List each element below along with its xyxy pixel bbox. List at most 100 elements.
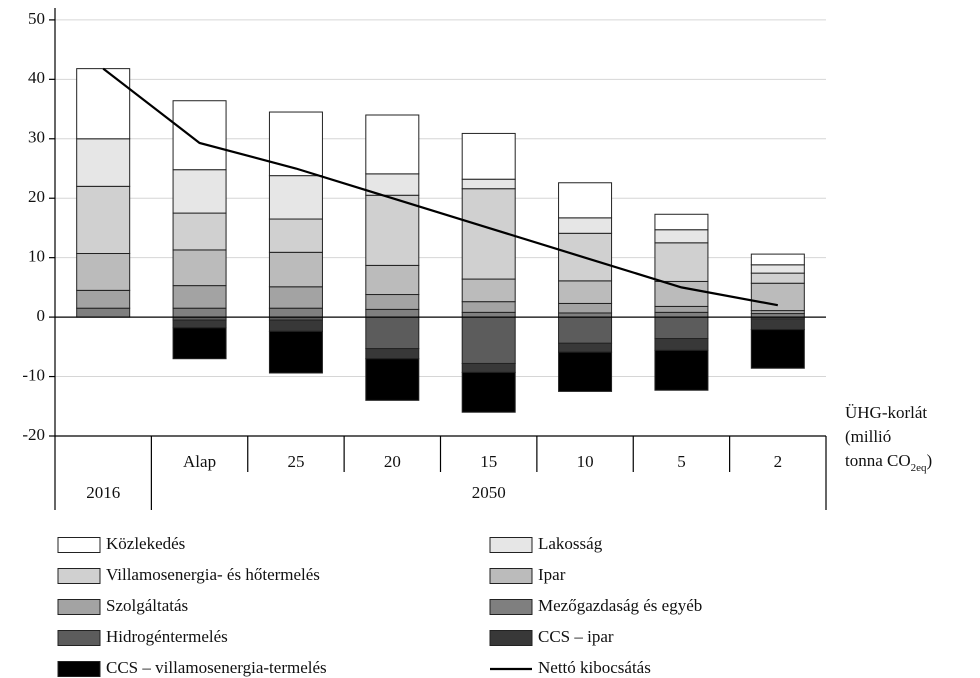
bar-segment — [461, 371, 516, 413]
group-label: 2050 — [472, 483, 506, 502]
bar-segment — [558, 182, 613, 219]
bar-segment — [654, 316, 709, 340]
x-tick-label: 10 — [577, 452, 594, 471]
y-tick-label: 50 — [28, 9, 45, 28]
bar-segment — [365, 194, 420, 266]
x-axis-label-suffix: ) — [927, 451, 933, 470]
bar-segment — [654, 349, 709, 391]
bar-segment — [558, 217, 613, 234]
bar-segment — [172, 285, 227, 309]
y-tick-label: -10 — [22, 365, 45, 384]
x-tick-label: 2 — [774, 452, 783, 471]
bar-segment — [365, 348, 420, 360]
bar-segment — [750, 318, 805, 331]
bar-segment — [461, 132, 516, 180]
x-axis-label: ÜHG-korlát — [845, 403, 927, 422]
bar-segment — [268, 319, 323, 332]
bar-segment — [461, 178, 516, 190]
y-tick-label: 20 — [28, 187, 45, 206]
legend-swatch — [489, 630, 533, 646]
x-axis-label: (millió — [845, 427, 891, 446]
legend-swatch — [57, 537, 101, 553]
legend-swatch — [57, 630, 101, 646]
bar-segment — [750, 253, 805, 266]
bar-segment — [76, 138, 131, 187]
bar-segment — [654, 305, 709, 313]
bar-segment — [172, 212, 227, 251]
bar-segment — [268, 218, 323, 253]
bar-segment — [268, 111, 323, 177]
x-tick-label: 20 — [384, 452, 401, 471]
bar-segment — [172, 100, 227, 171]
x-tick-label: Alap — [183, 452, 216, 471]
bar-segment — [461, 278, 516, 303]
bar-segment — [76, 307, 131, 318]
legend-label: Hidrogéntermelés — [106, 627, 228, 646]
bar-segment — [172, 249, 227, 287]
legend-swatch — [57, 568, 101, 584]
bar-segment — [365, 316, 420, 350]
legend-label: Villamosenergia- és hőtermelés — [106, 565, 320, 584]
x-axis-label: tonna CO2eq) — [845, 451, 932, 474]
bar-segment — [750, 264, 805, 274]
legend-label: Mezőgazdaság és egyéb — [538, 596, 702, 615]
bar-segment — [365, 264, 420, 296]
y-tick-label: 30 — [28, 128, 45, 147]
legend-swatch — [489, 568, 533, 584]
bar-segment — [172, 169, 227, 214]
bar-segment — [172, 307, 227, 318]
legend-swatch — [57, 599, 101, 615]
legend-label: Lakosság — [538, 534, 603, 553]
bar-segment — [654, 229, 709, 244]
legend-swatch — [489, 599, 533, 615]
legend-swatch — [57, 661, 101, 677]
bar-segment — [268, 286, 323, 309]
legend-label: Szolgáltatás — [106, 596, 188, 615]
legend-swatch — [489, 537, 533, 553]
group-label: 2016 — [86, 483, 120, 502]
bar-segment — [76, 185, 131, 255]
bar-segment — [558, 302, 613, 314]
bar-segment — [268, 251, 323, 288]
bar-segment — [172, 319, 227, 329]
y-tick-label: -20 — [22, 425, 45, 444]
y-tick-label: 10 — [28, 247, 45, 266]
bar-segment — [365, 294, 420, 310]
x-axis-label-subscript: 2eq — [911, 462, 927, 474]
legend-label: CCS – villamosenergia-termelés — [106, 658, 327, 677]
net-line — [102, 67, 779, 307]
bar-segment — [76, 68, 131, 140]
bar-segment — [654, 280, 709, 307]
bar-segment — [268, 330, 323, 374]
bar-segment — [558, 351, 613, 392]
bar-segment — [365, 308, 420, 318]
x-tick-label: 5 — [677, 452, 686, 471]
bar-segment — [76, 253, 131, 291]
bar-segment — [365, 358, 420, 401]
bar-segment — [461, 311, 516, 318]
bar-segment — [268, 307, 323, 318]
bar-segment — [558, 280, 613, 304]
bar-segment — [654, 311, 709, 318]
bar-segment — [750, 282, 805, 312]
bar-segment — [461, 301, 516, 313]
x-tick-label: 25 — [287, 452, 304, 471]
legend-label: CCS – ipar — [538, 627, 614, 646]
x-tick-label: 15 — [480, 452, 497, 471]
bar-segment — [172, 327, 227, 360]
legend-label: Nettó kibocsátás — [538, 658, 651, 677]
y-tick-label: 40 — [28, 68, 45, 87]
bar-segment — [76, 289, 131, 309]
y-tick-label: 0 — [37, 306, 46, 325]
bar-segment — [268, 175, 323, 220]
bar-segment — [558, 316, 613, 344]
bar-segment — [558, 312, 613, 318]
bar-segment — [654, 242, 709, 282]
legend-label: Közlekedés — [106, 534, 185, 553]
bar-segment — [750, 272, 805, 284]
legend-label: Ipar — [538, 565, 566, 584]
bar-segment — [365, 114, 420, 175]
bar-segment — [558, 342, 613, 353]
bar-segment — [461, 316, 516, 364]
